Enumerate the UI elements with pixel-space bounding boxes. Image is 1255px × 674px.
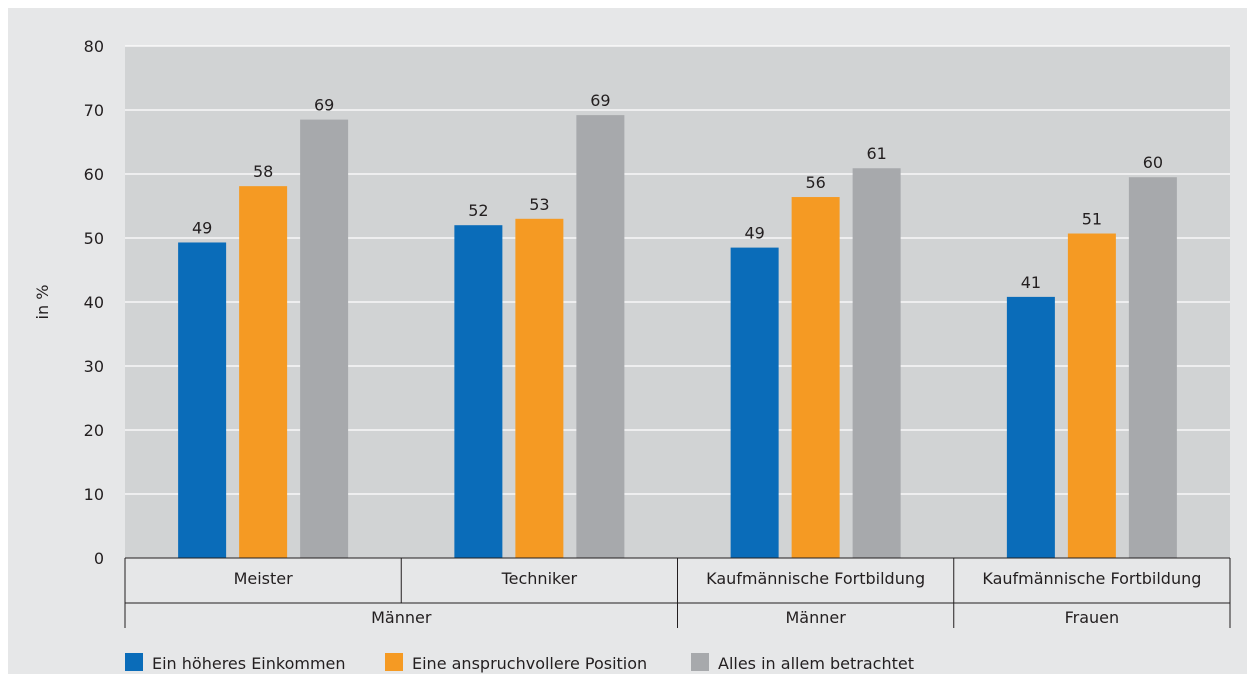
y-tick-label: 30 (84, 357, 104, 376)
y-tick-label: 80 (84, 37, 104, 56)
bar (1006, 296, 1055, 558)
legend-swatch (691, 653, 709, 671)
bar (791, 197, 840, 559)
bar (239, 186, 288, 558)
data-label: 56 (805, 173, 825, 192)
bar (1067, 233, 1116, 558)
data-label: 49 (744, 224, 764, 243)
bar (852, 168, 901, 559)
bar (576, 115, 625, 559)
bar-chart: 0 10 20 30 40 50 60 70 80 in % 49 52 49 41 58 53 56 51 69 6… (33, 37, 1231, 673)
bar (730, 247, 779, 558)
legend-swatch (385, 653, 403, 671)
bar (1128, 177, 1177, 558)
data-label: 49 (192, 218, 212, 237)
data-label: 58 (253, 162, 273, 181)
legend-swatch (125, 653, 143, 671)
data-label: 53 (529, 195, 549, 214)
x-category-label: Meister (234, 569, 294, 588)
data-label: 52 (468, 201, 488, 220)
bar (515, 218, 564, 559)
legend-label: Ein höheres Einkommen (152, 654, 346, 673)
x-category-label: Techniker (501, 569, 578, 588)
data-label: 51 (1082, 210, 1102, 229)
y-tick-label: 20 (84, 421, 104, 440)
bar (178, 242, 227, 559)
y-tick-label: 0 (94, 549, 104, 568)
data-label: 69 (314, 96, 334, 115)
x-group-label: Männer (371, 608, 432, 627)
y-tick-label: 10 (84, 485, 104, 504)
y-tick-label: 60 (84, 165, 104, 184)
chart-panel: 0 10 20 30 40 50 60 70 80 in % 49 52 49 41 58 53 56 51 69 6… (8, 8, 1247, 674)
y-tick-label: 50 (84, 229, 104, 248)
data-label: 69 (590, 91, 610, 110)
data-label: 41 (1021, 273, 1041, 292)
x-group-label: Männer (785, 608, 846, 627)
y-axis-title: in % (33, 285, 52, 320)
bar (300, 119, 349, 558)
x-group-label: Frauen (1065, 608, 1120, 627)
y-tick-label: 40 (84, 293, 104, 312)
data-label: 61 (866, 144, 886, 163)
x-category-label: Kaufmännische Fortbildung (982, 569, 1201, 588)
data-label: 60 (1143, 153, 1163, 172)
y-tick-label: 70 (84, 101, 104, 120)
bar (454, 225, 503, 558)
legend-label: Eine anspruchvollere Position (412, 654, 647, 673)
legend-label: Alles in allem betrachtet (718, 654, 914, 673)
x-category-label: Kaufmännische Fortbildung (706, 569, 925, 588)
